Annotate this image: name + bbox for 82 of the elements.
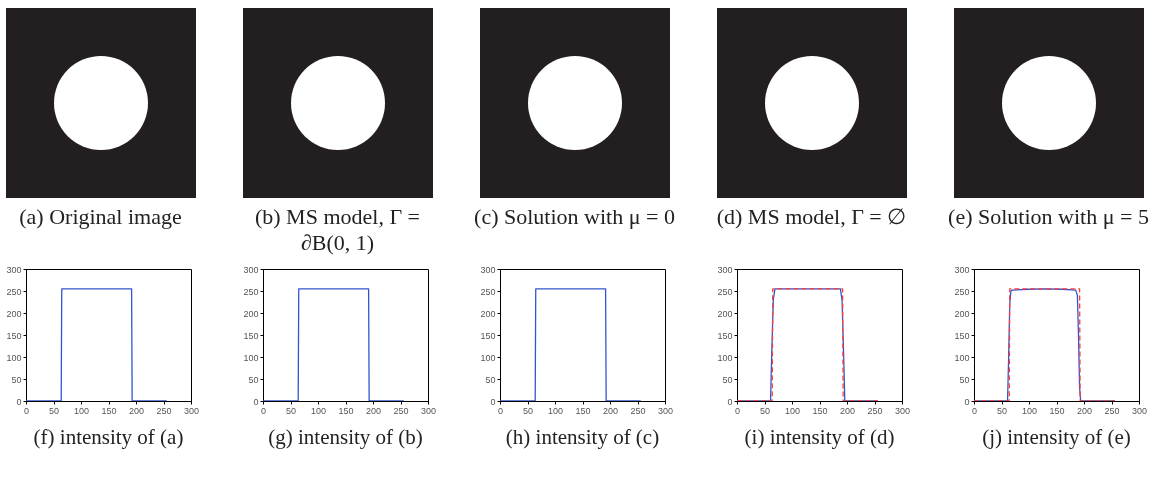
y-tick-label: 0 — [964, 396, 970, 407]
x-tick-label: 0 — [260, 405, 267, 416]
text: (d) MS model, Γ = ∅ — [715, 204, 908, 230]
x-tick-label: 150 — [575, 405, 591, 416]
x-tick-label: 0 — [734, 405, 741, 416]
x-tick-label: 200 — [1076, 405, 1093, 416]
y-tick-label: 100 — [243, 352, 259, 363]
y-tick-label: 200 — [480, 308, 496, 319]
x-tick-label: 300 — [420, 405, 437, 416]
text: (g) intensity of (b) — [268, 425, 423, 449]
y-tick-label: 200 — [243, 308, 259, 319]
x-tick-label: 50 — [285, 405, 297, 416]
line-series — [974, 288, 1116, 401]
x-tick-label: 150 — [101, 405, 117, 416]
y-tick-label: 0 — [253, 396, 259, 407]
y-tick-label: 250 — [480, 286, 496, 297]
y-tick-label: 150 — [6, 330, 22, 341]
text: (a) Original image — [18, 204, 183, 230]
text: (j) intensity of (e) — [982, 425, 1131, 449]
y-tick-label: 250 — [717, 286, 733, 297]
x-tick-label: 200 — [839, 405, 856, 416]
x-tick-label: 50 — [48, 405, 60, 416]
text: (e) Solution with μ = 5 — [947, 204, 1150, 230]
y-tick-label: 100 — [480, 352, 496, 363]
x-tick-label: 0 — [497, 405, 504, 416]
y-tick-label: 300 — [954, 264, 970, 275]
y-tick-label: 50 — [959, 374, 970, 385]
y-tick-label: 200 — [717, 308, 733, 319]
y-tick-label: 300 — [243, 264, 259, 275]
x-tick-label: 300 — [183, 405, 200, 416]
x-tick-label: 200 — [602, 405, 619, 416]
x-tick-label: 100 — [547, 405, 564, 416]
y-tick-label: 300 — [6, 264, 22, 275]
x-tick-label: 250 — [1104, 405, 1120, 416]
line-series — [737, 288, 879, 401]
x-tick-label: 250 — [867, 405, 883, 416]
text: (b) MS model, Γ = ∂B(0, 1) — [253, 204, 422, 256]
y-tick-label: 250 — [243, 286, 259, 297]
x-tick-label: 250 — [630, 405, 646, 416]
y-tick-label: 300 — [717, 264, 733, 275]
text: (f) intensity of (a) — [33, 425, 184, 449]
text: (h) intensity of (c) — [505, 425, 660, 449]
text: (c) Solution with μ = 0 — [473, 204, 676, 230]
y-tick-label: 300 — [480, 264, 496, 275]
x-tick-label: 300 — [1131, 405, 1148, 416]
y-tick-label: 50 — [11, 374, 22, 385]
x-tick-label: 100 — [310, 405, 327, 416]
text: (i) intensity of (d) — [744, 425, 895, 449]
y-tick-label: 150 — [480, 330, 496, 341]
y-tick-label: 50 — [722, 374, 733, 385]
y-tick-label: 150 — [954, 330, 970, 341]
y-tick-label: 0 — [727, 396, 733, 407]
y-tick-label: 200 — [6, 308, 22, 319]
y-tick-label: 150 — [243, 330, 259, 341]
y-tick-label: 0 — [490, 396, 496, 407]
x-tick-label: 0 — [971, 405, 978, 416]
y-tick-label: 250 — [6, 286, 22, 297]
x-tick-label: 50 — [522, 405, 534, 416]
x-tick-label: 100 — [784, 405, 801, 416]
x-tick-label: 100 — [1021, 405, 1038, 416]
x-tick-label: 250 — [393, 405, 409, 416]
x-tick-label: 50 — [996, 405, 1008, 416]
y-tick-label: 200 — [954, 308, 970, 319]
y-tick-label: 150 — [717, 330, 733, 341]
x-tick-label: 150 — [1049, 405, 1065, 416]
y-tick-label: 50 — [248, 374, 259, 385]
x-tick-label: 300 — [657, 405, 674, 416]
x-tick-label: 200 — [365, 405, 382, 416]
y-tick-label: 50 — [485, 374, 496, 385]
x-tick-label: 0 — [23, 405, 30, 416]
y-tick-label: 100 — [717, 352, 733, 363]
x-tick-label: 200 — [128, 405, 145, 416]
y-tick-label: 100 — [6, 352, 22, 363]
x-tick-label: 150 — [338, 405, 354, 416]
x-tick-label: 50 — [759, 405, 771, 416]
x-tick-label: 150 — [812, 405, 828, 416]
x-tick-label: 300 — [894, 405, 911, 416]
y-tick-label: 250 — [954, 286, 970, 297]
y-tick-label: 0 — [16, 396, 22, 407]
y-tick-label: 100 — [954, 352, 970, 363]
x-tick-label: 100 — [73, 405, 90, 416]
x-tick-label: 250 — [156, 405, 172, 416]
